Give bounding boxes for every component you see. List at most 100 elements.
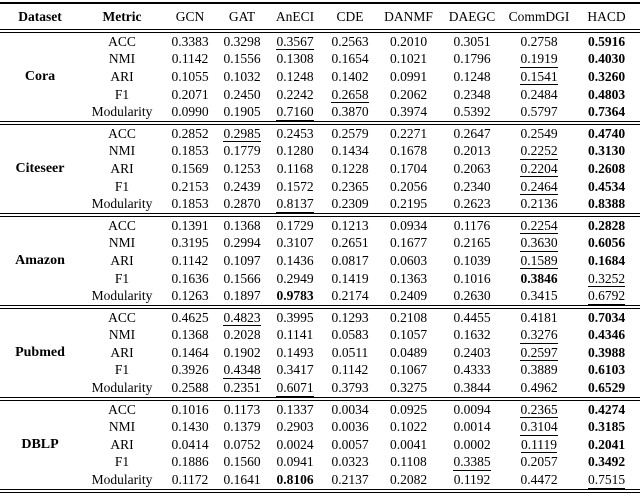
value-cell: 0.1729 <box>268 215 322 235</box>
second-best-value: 0.4348 <box>223 362 261 379</box>
value-cell: 0.2309 <box>322 195 378 215</box>
metric-value: 0.1067 <box>389 362 428 378</box>
value-cell: 0.1368 <box>216 215 268 235</box>
metric-value: 0.1556 <box>223 51 261 67</box>
metric-cell: F1 <box>114 362 130 378</box>
col-header-daegc: DAEGC <box>448 9 496 24</box>
second-best-value: 0.2252 <box>520 143 558 160</box>
value-cell: 0.2464 <box>505 178 573 196</box>
col-header-gcn: GCN <box>175 9 205 24</box>
value-cell: 0.1434 <box>322 143 378 161</box>
value-cell: 0.1853 <box>164 143 216 161</box>
value-cell: 0.0024 <box>268 436 322 454</box>
table-row: ARI 0.1142 0.1097 0.1436 0.0817 0.0603 0.1039 0… <box>0 252 640 270</box>
table-row: DBLP ACC 0.1016 0.1173 0.1337 0.0034 0.0925 0.0… <box>0 399 640 452</box>
value-cell: 0.2994 <box>216 235 268 253</box>
value-cell: 0.2082 <box>378 471 439 491</box>
table-row: NMI 0.1142 0.1556 0.1308 0.1654 0.1021 0.1796 0… <box>0 51 640 69</box>
metric-value: 0.1779 <box>223 143 261 159</box>
second-best-value: 0.2254 <box>520 217 558 235</box>
value-cell: 0.3974 <box>378 103 439 123</box>
metric-value: 0.3844 <box>453 380 491 396</box>
dataset-group: Pubmed ACC 0.4625 0.4823 0.3995 0.1293 0.2108 0… <box>0 306 640 399</box>
metric-value: 0.3889 <box>520 362 558 378</box>
value-cell: 0.7515 <box>573 471 640 491</box>
metric-value: 0.2057 <box>520 454 558 470</box>
metric-value: 0.0057 <box>331 436 369 452</box>
value-cell: 0.2623 <box>439 195 505 215</box>
metric-value: 0.4625 <box>171 309 209 325</box>
metric-value: 0.2013 <box>453 143 491 159</box>
value-cell: 0.3275 <box>378 379 439 399</box>
metric-value: 0.1434 <box>331 143 369 159</box>
value-cell: 0.1569 <box>164 160 216 178</box>
value-cell: 0.4472 <box>505 471 573 491</box>
value-cell: 0.2062 <box>378 86 439 104</box>
metric-cell: ARI <box>110 252 134 268</box>
value-cell: 0.2056 <box>378 178 439 196</box>
second-best-value: 0.2985 <box>223 125 261 143</box>
metric-value: 0.2647 <box>453 125 491 141</box>
best-value: 0.2828 <box>587 217 626 233</box>
dataset-cell: Citeseer <box>15 160 65 176</box>
value-cell: 0.1176 <box>439 215 505 235</box>
metric-value: 0.2579 <box>331 125 369 141</box>
best-value: 0.4740 <box>587 125 626 141</box>
metric-value: 0.0002 <box>453 436 491 452</box>
value-cell: 0.1556 <box>216 51 268 69</box>
metric-cell: ARI <box>110 436 134 452</box>
value-cell: 0.1253 <box>216 160 268 178</box>
value-cell: 0.1430 <box>164 418 216 436</box>
value-cell: 0.1379 <box>216 418 268 436</box>
value-cell: 0.5797 <box>505 103 573 123</box>
value-cell: 0.2204 <box>505 160 573 178</box>
best-value: 0.8106 <box>276 472 314 488</box>
metric-value: 0.1902 <box>223 344 261 360</box>
value-cell: 0.3107 <box>268 235 322 253</box>
metric-cell: Modularity <box>91 380 153 396</box>
value-cell: 0.1853 <box>164 195 216 215</box>
dataset-cell: Pubmed <box>15 344 65 360</box>
value-cell: 0.1213 <box>322 215 378 235</box>
second-best-value: 0.7515 <box>587 472 626 489</box>
metric-value: 0.0014 <box>453 419 491 435</box>
metric-cell: ACC <box>108 401 136 417</box>
value-cell: 0.1363 <box>378 270 439 288</box>
value-cell: 0.2242 <box>268 86 322 104</box>
second-best-value: 0.1589 <box>520 252 558 270</box>
value-cell: 0.6071 <box>268 379 322 399</box>
metric-value: 0.0041 <box>389 436 428 452</box>
metric-value: 0.4455 <box>453 309 491 325</box>
table-row: NMI 0.1430 0.1379 0.2903 0.0036 0.1022 0.0014 0… <box>0 418 640 436</box>
col-header-dataset: Dataset <box>18 9 62 24</box>
best-value: 0.4030 <box>587 51 626 67</box>
metric-value: 0.3298 <box>223 33 261 49</box>
metric-value: 0.1173 <box>223 401 261 417</box>
value-cell: 0.1391 <box>164 215 216 235</box>
value-cell: 0.3793 <box>322 379 378 399</box>
value-cell: 0.0511 <box>322 344 378 362</box>
value-cell: 0.3926 <box>164 362 216 380</box>
metric-value: 0.0925 <box>389 401 428 417</box>
metric-cell: Modularity <box>91 288 153 304</box>
value-cell: 0.4030 <box>573 51 640 69</box>
value-cell: 0.0323 <box>322 454 378 472</box>
value-cell: 0.2563 <box>322 31 378 51</box>
value-cell: 0.2153 <box>164 178 216 196</box>
value-cell: 0.1248 <box>268 68 322 86</box>
best-value: 0.4346 <box>587 327 626 343</box>
table-header: Dataset Metric GCN GAT AnECI CDE DANMF D… <box>0 3 640 31</box>
metric-value: 0.3793 <box>331 380 369 396</box>
value-cell: 0.2985 <box>216 123 268 143</box>
metric-value: 0.2348 <box>453 86 491 102</box>
second-best-value: 0.3252 <box>587 270 626 288</box>
value-cell: 0.4803 <box>573 86 640 104</box>
value-cell: 0.7160 <box>268 103 322 123</box>
metric-value: 0.1704 <box>389 160 428 176</box>
dataset-group: DBLP ACC 0.1016 0.1173 0.1337 0.0034 0.0925 0.0… <box>0 398 640 491</box>
value-cell: 0.1039 <box>439 252 505 270</box>
second-best-value: 0.1919 <box>520 51 558 68</box>
value-cell: 0.2658 <box>322 86 378 104</box>
value-cell: 0.0489 <box>378 344 439 362</box>
dataset-cell: Amazon <box>15 252 65 268</box>
